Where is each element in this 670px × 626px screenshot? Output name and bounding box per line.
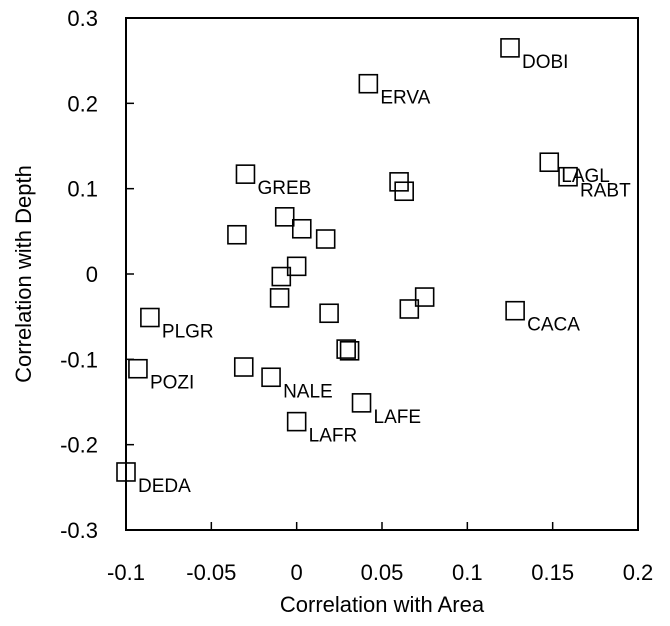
- data-point-marker: [128, 358, 148, 379]
- y-tick-label: -0.3: [60, 518, 98, 543]
- data-point-label: ERVA: [380, 88, 430, 109]
- data-point-marker: [274, 207, 295, 227]
- data-point-marker: [539, 152, 560, 173]
- data-point-label: LAGL: [561, 166, 610, 187]
- y-tick-label: -0.1: [60, 347, 98, 372]
- data-point-marker: [261, 367, 281, 388]
- data-point-label: RABT: [580, 181, 631, 202]
- data-point-label: LAFE: [374, 407, 422, 428]
- x-tick-label: 0.1: [452, 560, 483, 585]
- x-tick-label: 0: [291, 560, 303, 585]
- data-point-label: LAFR: [309, 426, 358, 447]
- data-point-marker: [227, 224, 247, 245]
- data-point-marker: [235, 164, 256, 184]
- data-point-marker: [394, 181, 414, 202]
- y-tick-label: 0: [86, 262, 98, 287]
- data-point-label: POZI: [150, 373, 194, 394]
- data-point-label: GREB: [257, 178, 311, 199]
- data-point-marker: [315, 229, 336, 249]
- data-point-marker: [291, 218, 312, 239]
- x-tick-label: -0.05: [186, 560, 236, 585]
- data-point-label: CACA: [527, 315, 580, 336]
- data-point-label: DOBI: [522, 52, 568, 73]
- data-point-marker: [140, 307, 160, 328]
- data-point-marker: [116, 462, 136, 482]
- y-axis: -0.3 -0.2 -0.1 0 0.1 0.2 0.3: [60, 6, 134, 543]
- data-point-marker: [399, 299, 420, 319]
- y-tick-label: 0.3: [67, 6, 98, 31]
- data-point-label: DEDA: [138, 476, 191, 497]
- data-point-label: PLGR: [162, 322, 214, 343]
- data-point-marker: [319, 303, 339, 324]
- data-point-marker: [358, 73, 379, 94]
- data-point-marker: [351, 393, 372, 413]
- y-tick-label: 0.1: [67, 177, 98, 202]
- data-point-label: NALE: [283, 381, 333, 402]
- x-tick-label: -0.1: [107, 560, 145, 585]
- x-tick-label: 0.15: [531, 560, 574, 585]
- x-axis: -0.1 -0.05 0 0.05 0.1 0.15 0.2: [107, 522, 653, 585]
- x-tick-label: 0.05: [361, 560, 404, 585]
- x-axis-title: Correlation with Area: [280, 592, 485, 617]
- data-point-marker: [339, 340, 360, 361]
- data-point-marker: [269, 288, 290, 308]
- data-point-marker: [336, 339, 356, 359]
- y-tick-label: 0.2: [67, 91, 98, 116]
- x-tick-label: 0.2: [623, 560, 654, 585]
- data-point-marker: [505, 300, 525, 321]
- data-point-marker: [414, 287, 435, 307]
- data-point-marker: [233, 357, 254, 377]
- data-point-marker: [286, 411, 307, 432]
- y-axis-title: Correlation with Depth: [11, 165, 36, 383]
- data-point-marker: [286, 256, 307, 277]
- y-tick-label: -0.2: [60, 433, 98, 458]
- data-point-marker: [500, 38, 520, 58]
- data-point-marker: [558, 166, 578, 187]
- data-point-marker: [271, 266, 292, 287]
